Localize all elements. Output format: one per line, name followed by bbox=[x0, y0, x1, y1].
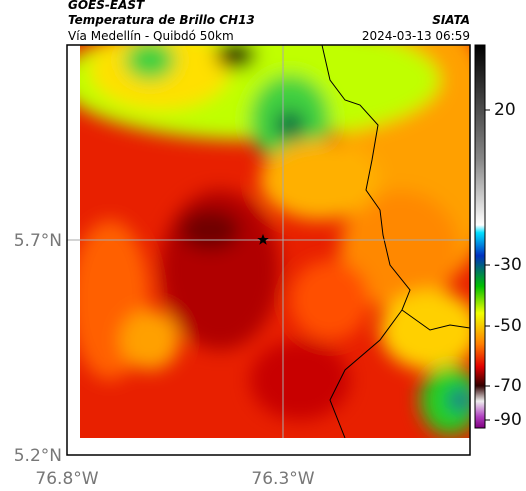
source: SIATA bbox=[432, 13, 470, 27]
colorbar-tick-label: -90 bbox=[494, 410, 522, 430]
satellite: GOES-EAST bbox=[68, 0, 145, 12]
colorbar-tick-label: -70 bbox=[494, 376, 522, 396]
product: Temperatura de Brillo CH13 bbox=[68, 13, 255, 27]
colorbar bbox=[474, 44, 486, 429]
colorbar-tick-label: -50 bbox=[494, 316, 522, 336]
y-label: 5.7°N bbox=[14, 231, 62, 251]
datetime: 2024-03-13 06:59 bbox=[362, 29, 470, 43]
location-marker bbox=[257, 234, 269, 245]
temperature-field bbox=[80, 45, 470, 438]
colorbar-ticks: 20 -30 -50 -70 -90 bbox=[485, 100, 522, 430]
map-frame bbox=[66, 44, 471, 456]
colorbar-tick-label: -30 bbox=[494, 255, 522, 275]
colorbar-tick-label: 20 bbox=[494, 100, 516, 120]
x-label: 76.8°W bbox=[35, 469, 98, 489]
x-label: 76.3°W bbox=[251, 469, 314, 489]
route: Vía Medellín - Quibdó 50km bbox=[68, 29, 234, 43]
y-label: 5.2°N bbox=[14, 446, 62, 466]
